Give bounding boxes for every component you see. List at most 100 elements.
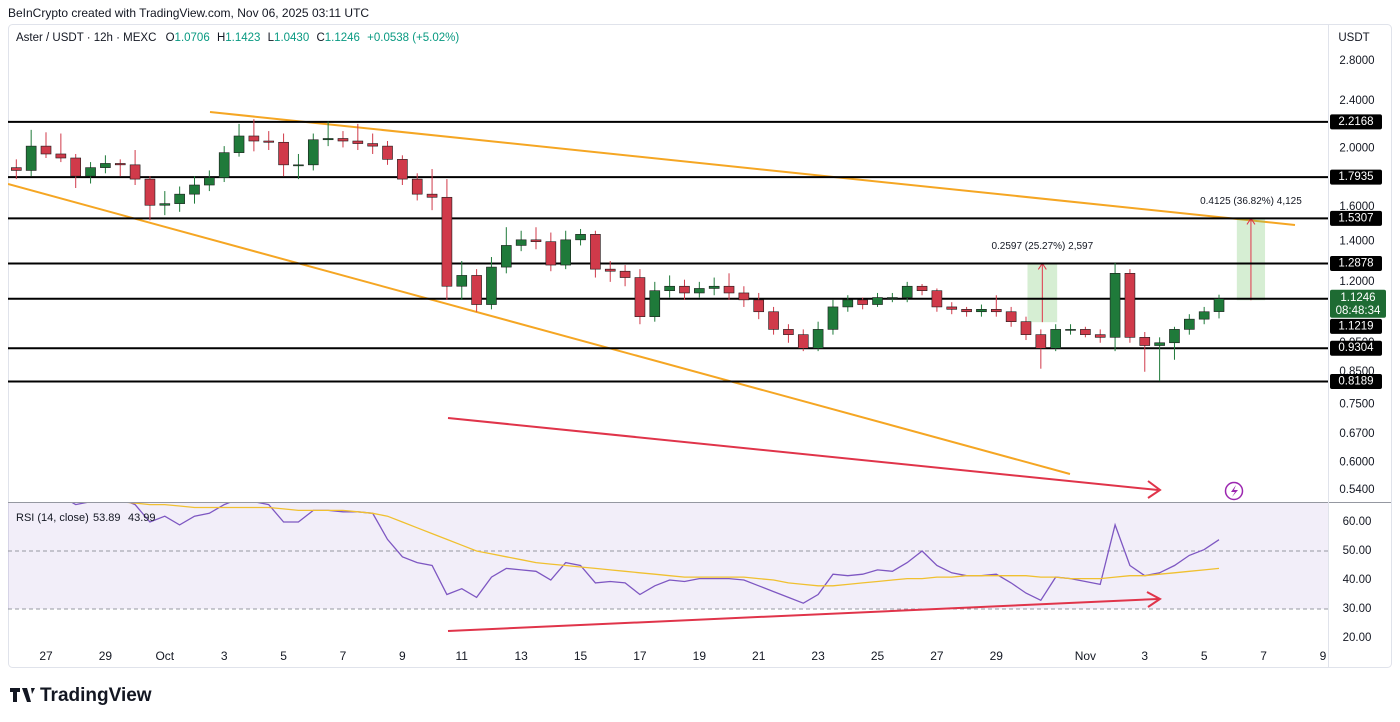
candle-body <box>723 285 735 294</box>
rsi-legend-value: 53.89 <box>93 512 121 524</box>
y-tick-label: 1.2000 <box>1339 276 1374 288</box>
x-tick-label: 13 <box>514 649 528 663</box>
y-tick-label: 0.6700 <box>1339 428 1374 440</box>
rsi-ma-line <box>127 503 1220 587</box>
rsi-ma-legend-value: 43.99 <box>128 512 156 524</box>
candle-body <box>812 329 824 349</box>
candle-body <box>382 145 393 160</box>
candle-body <box>307 139 319 166</box>
level-label-box <box>1330 340 1382 356</box>
candle-body <box>456 275 468 287</box>
candle-body <box>204 177 215 186</box>
level-label-box <box>1330 255 1382 271</box>
chart-frame <box>8 24 1392 668</box>
candle-body <box>293 164 304 167</box>
y-tick-label: 2.0000 <box>1339 143 1374 155</box>
credit: BeInCrypto created with TradingView.com,… <box>8 6 369 20</box>
x-tick-label: 29 <box>990 649 1004 663</box>
candle-body <box>1169 329 1180 344</box>
legend-value: 1.0430 <box>274 32 309 44</box>
level-label-box <box>1330 114 1382 130</box>
candle-body <box>827 306 839 330</box>
x-tick-label: 29 <box>99 649 113 663</box>
x-tick-label: 21 <box>752 649 766 663</box>
candle-body <box>901 285 913 298</box>
candle-body <box>1184 318 1195 330</box>
x-tick-label: 19 <box>693 649 707 663</box>
candle-body <box>174 193 185 204</box>
candle-body <box>248 135 260 142</box>
candle-body <box>114 163 126 166</box>
candle-body <box>55 153 67 159</box>
candle-body <box>322 138 334 141</box>
legend-value: 1.0706 <box>175 32 210 44</box>
candle-body <box>604 268 616 272</box>
candle-body <box>1050 329 1061 349</box>
candle-body <box>1213 298 1225 312</box>
candle-body <box>367 143 378 147</box>
x-tick-label: 15 <box>574 649 588 663</box>
candle-body <box>1109 273 1121 338</box>
x-tick-label: 5 <box>1201 649 1208 663</box>
candle-body <box>634 277 646 317</box>
candle-body <box>1035 334 1047 349</box>
divergence-arrow <box>447 598 1159 632</box>
candle-body <box>649 290 661 317</box>
candle-body <box>441 196 453 287</box>
x-tick-label: 11 <box>456 649 469 663</box>
candle-body <box>159 203 171 206</box>
legend-change: +0.0538 (+5.02%) <box>367 32 459 44</box>
candle-body <box>990 309 1002 313</box>
candle-body <box>1080 329 1091 335</box>
level-label: 2.2168 <box>1338 116 1373 128</box>
legend-key: H <box>217 32 225 44</box>
legend-value: 1.1423 <box>225 32 260 44</box>
currency: USDT <box>1338 32 1369 44</box>
candle-body <box>337 138 349 142</box>
last-price-box <box>1330 289 1386 318</box>
candle-body <box>218 152 230 178</box>
candle-body <box>931 290 943 308</box>
candle-body <box>1065 329 1076 331</box>
candle-body <box>545 241 557 266</box>
candle-body <box>916 285 928 291</box>
candle-body <box>664 285 675 291</box>
level-label: 0.8189 <box>1338 375 1373 387</box>
y-tick-label: 2.8000 <box>1339 55 1374 67</box>
last-price-label: 1.1246 <box>1340 292 1375 304</box>
measure-label: 0.4125 (36.82%) 4,125 <box>1200 196 1302 207</box>
candle-body <box>515 239 527 246</box>
event-icon-bolt <box>1231 485 1238 497</box>
candle-body <box>768 311 779 330</box>
candle-body <box>85 167 96 177</box>
arrow-head <box>1146 591 1162 608</box>
y-tick-label: 1.6000 <box>1339 201 1374 213</box>
y-tick-label: 30.00 <box>1343 603 1372 615</box>
candle-body <box>263 140 275 143</box>
candle-body <box>278 141 289 166</box>
level-label: 1.5307 <box>1338 212 1373 224</box>
x-tick-label: 27 <box>39 649 53 663</box>
candle-body <box>411 178 423 195</box>
y-tick-label: 0.5400 <box>1339 484 1374 496</box>
rsi-overlay <box>447 591 1162 632</box>
candle-body <box>1005 311 1017 322</box>
candle-body <box>397 159 408 180</box>
x-tick-label: 3 <box>221 649 228 663</box>
legend: Aster / USDT · 12h · MEXC O1.0706 H1.142… <box>16 32 459 44</box>
candle-body <box>575 234 586 241</box>
rsi-line <box>71 503 1220 604</box>
candle-body <box>590 234 601 270</box>
candle-body <box>25 145 37 171</box>
candle-body <box>946 306 958 310</box>
candle-body <box>560 239 571 266</box>
x-tick-label: 25 <box>871 649 885 663</box>
candle-body <box>189 184 200 195</box>
legend-key: O <box>166 32 175 44</box>
x-tick-label: Oct <box>155 649 174 663</box>
candle-body <box>233 135 245 153</box>
logo: TradingView <box>10 685 152 706</box>
level-label-box <box>1330 210 1382 226</box>
candle-body <box>842 299 854 308</box>
